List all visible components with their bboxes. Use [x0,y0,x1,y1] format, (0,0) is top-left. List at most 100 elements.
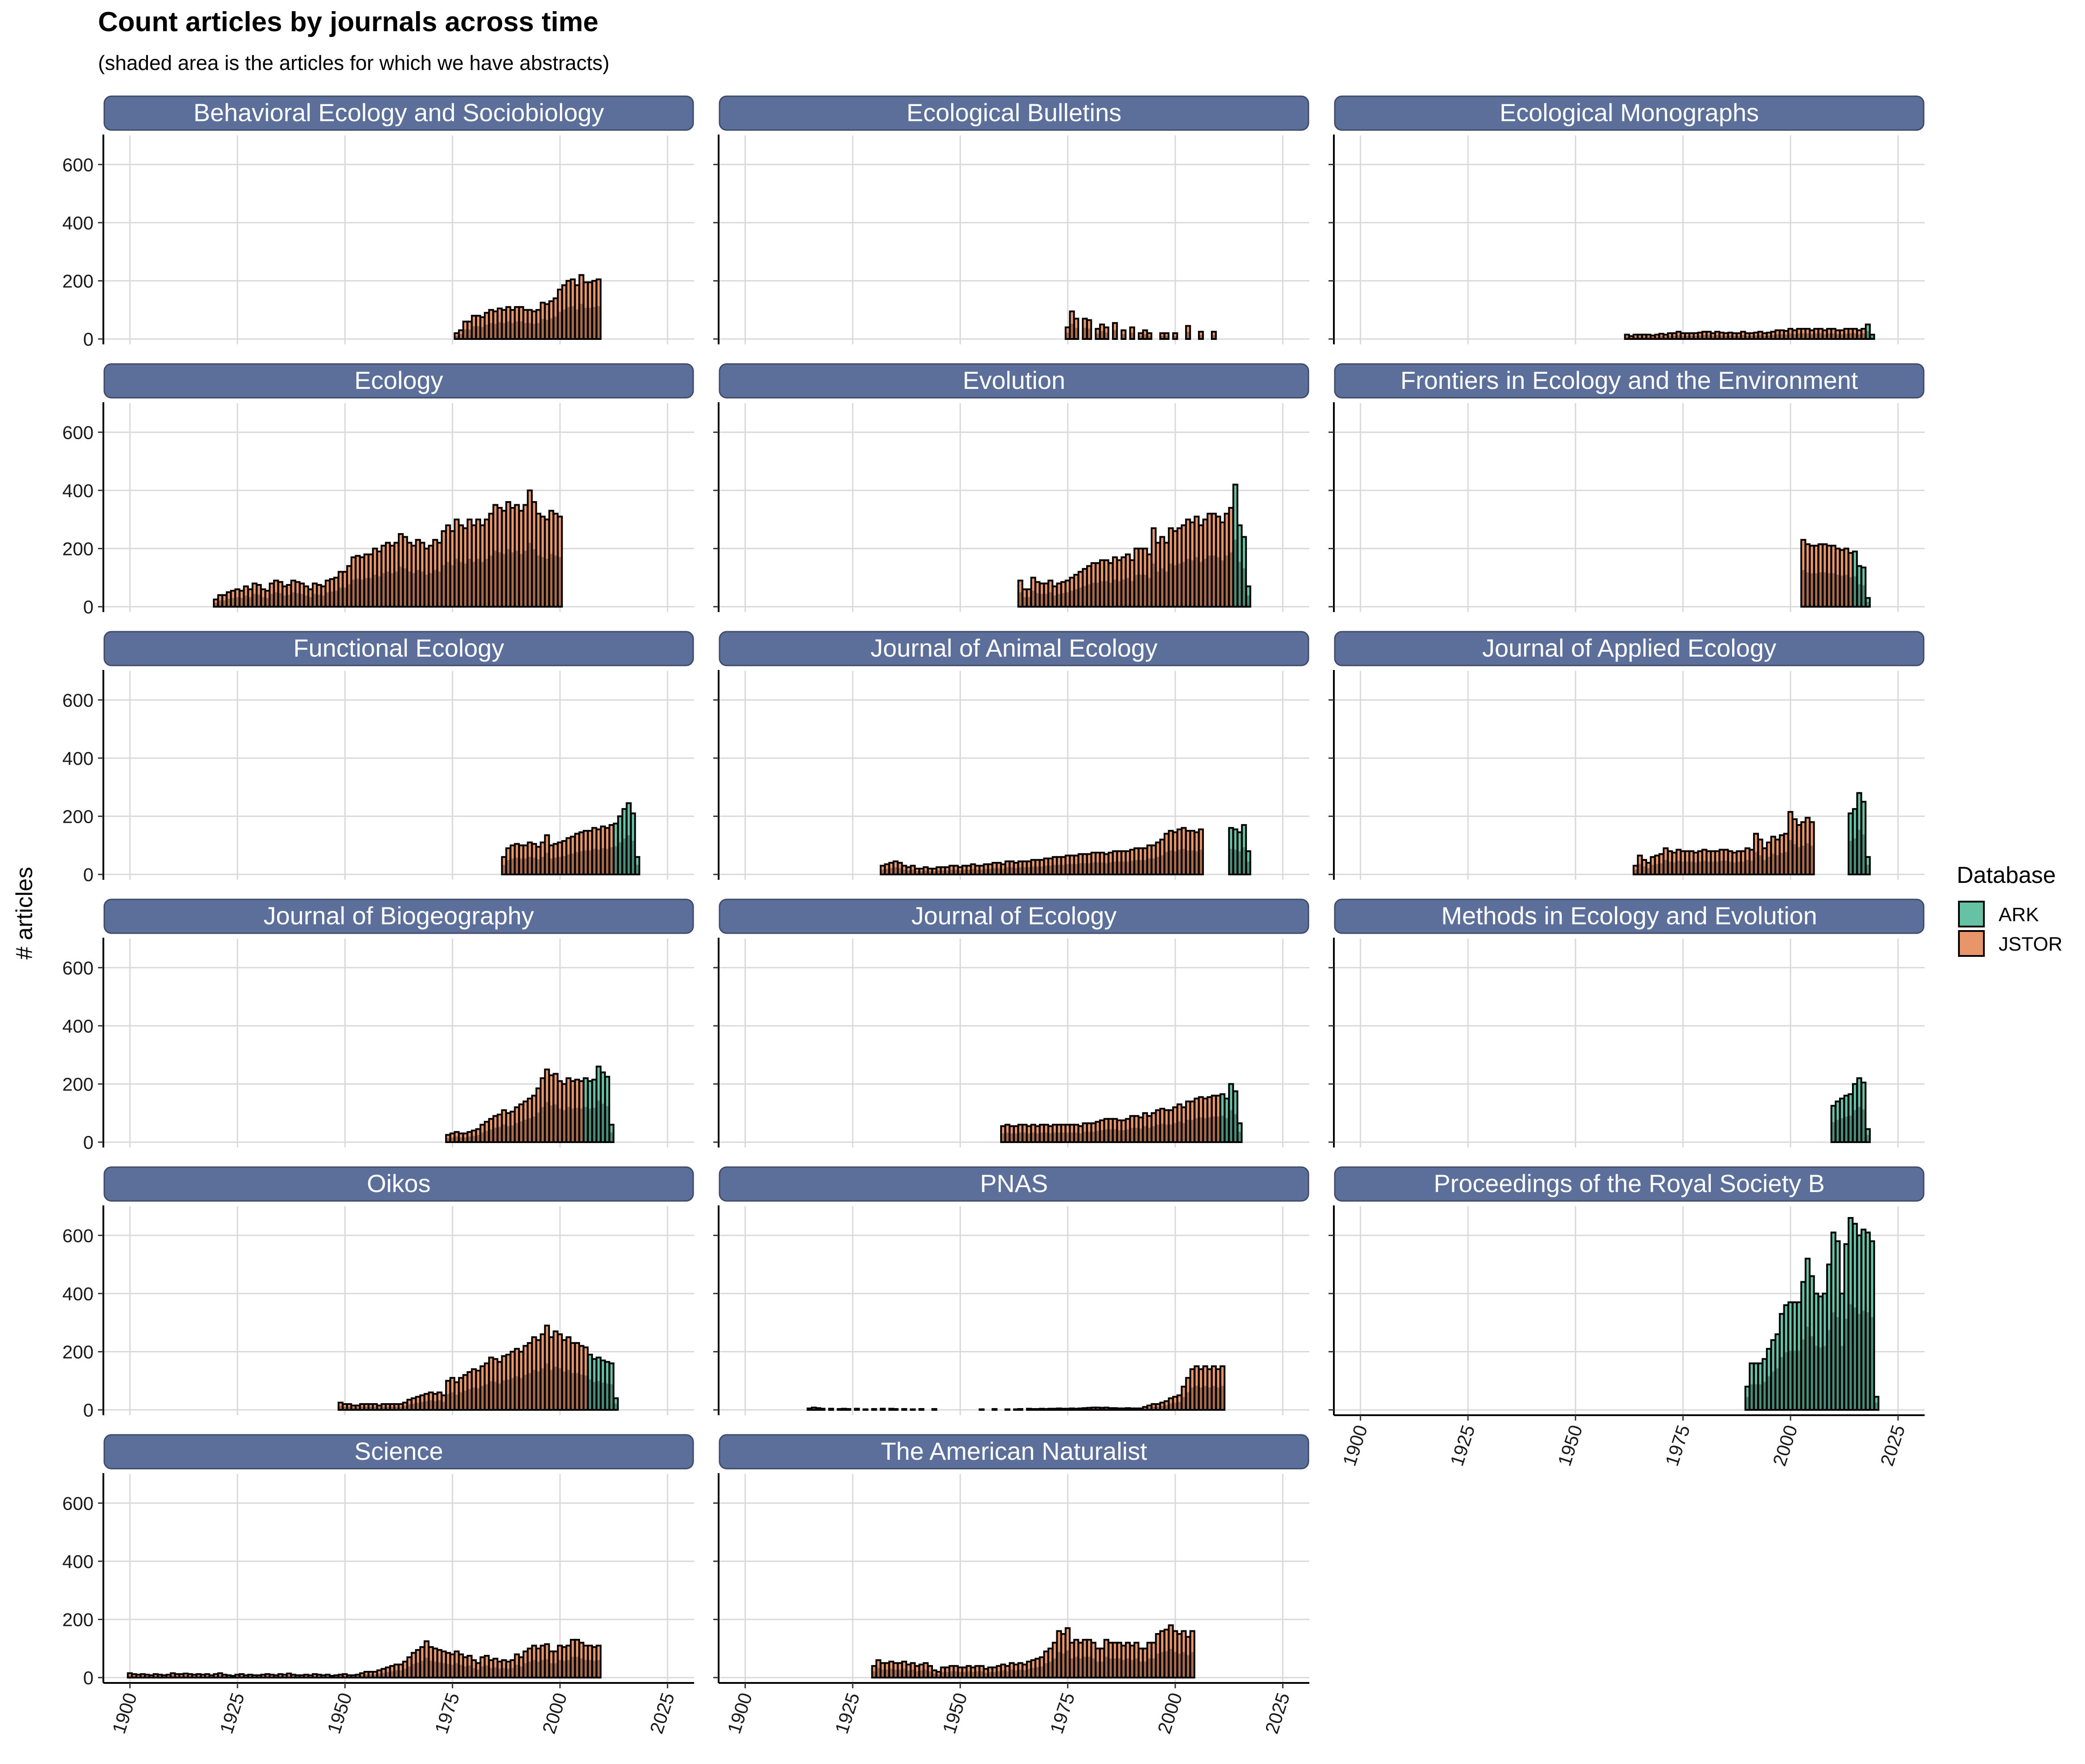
bar-abstract-share [1164,1651,1169,1678]
bar-abstract-share [575,309,579,339]
bar-abstract-share [635,865,640,874]
bar-abstract-share [1220,1115,1225,1142]
bar-abstract-share [1745,860,1750,874]
bar-abstract-share [1203,1118,1207,1142]
bar-abstract-share [1836,575,1840,607]
bar-abstract-share [1156,1654,1160,1678]
bar-abstract-share [1048,1409,1053,1410]
bar-abstract-share [1638,864,1642,874]
bar-abstract-share [338,587,343,607]
bar-abstract-share [1771,1371,1775,1410]
bar-abstract-share [558,557,562,607]
bar-abstract-share [1680,862,1685,874]
bar-abstract-share [1182,562,1186,607]
bar-abstract-share [842,1409,846,1410]
bar-abstract-share [1160,335,1165,339]
bar-abstract-share [1014,1670,1018,1678]
bar-abstract-share [278,593,282,607]
bar-abstract-share [519,554,523,607]
bar-abstract-share [158,1676,162,1678]
bar-abstract-share [597,1381,601,1410]
bar-abstract-share [966,1671,971,1678]
bar-abstract-share [411,1664,416,1678]
bar-abstract-share [1190,850,1194,874]
bar-abstract-share [1130,332,1134,339]
bar-abstract-share [1844,333,1848,339]
y-tick-label: 400 [62,1283,94,1304]
bar-abstract-share [613,1403,618,1410]
bar-abstract-share [399,1406,403,1410]
bar [1864,1128,1871,1143]
bar-abstract-share [571,1373,575,1410]
bar-abstract-share [136,1676,141,1678]
bar-abstract-share [442,1402,446,1410]
bar-abstract-share [1775,855,1780,874]
bar-abstract-share [1633,870,1638,874]
bar-abstract-share [407,1404,412,1410]
bar-abstract-share [1164,1124,1169,1142]
bar-abstract-share [1083,1131,1087,1142]
bar-abstract-share [566,1660,571,1678]
bar-abstract-share [502,1668,506,1678]
bar-abstract-share [489,323,493,339]
panel-evolution: Evolution [713,363,1309,612]
bar-abstract-share [1664,860,1668,874]
bar-abstract-share [132,1675,136,1678]
strip-ecology [103,363,694,399]
bar-abstract-share [1212,1116,1216,1142]
bar-abstract-share [1087,328,1092,339]
bar-abstract-share [291,1676,295,1678]
bar-abstract-share [403,1406,407,1410]
bar-abstract-share [1001,1670,1006,1678]
bar [871,1408,877,1411]
bar-abstract-share [1164,852,1169,874]
bar [1241,824,1247,875]
bar [1869,334,1875,340]
bar-abstract-share [291,592,295,607]
bar-abstract-share [1134,860,1139,874]
bar-abstract-share [1216,1116,1220,1142]
bar-abstract-share [235,597,240,607]
bar-abstract-share [571,1108,575,1142]
bar-abstract-share [1698,862,1702,874]
bar-abstract-share [1779,853,1784,874]
bar-abstract-share [1100,581,1104,607]
y-tick-label: 600 [62,422,94,443]
bar-abstract-share [1035,1409,1040,1410]
bar-abstract-share [1100,1130,1104,1142]
bar-abstract-share [476,1388,480,1410]
bar-abstract-share [467,1389,472,1410]
bar-abstract-share [1762,335,1767,339]
bar-abstract-share [1117,862,1121,874]
bar-abstract-share [1810,334,1814,339]
bar-abstract-share [485,559,489,607]
bar-abstract-share [1702,335,1707,339]
bar-abstract-share [562,1371,566,1410]
bar-abstract-share [1169,1649,1173,1678]
bar-abstract-share [480,327,485,339]
bar-abstract-share [502,554,506,607]
bar-abstract-share [1190,560,1194,607]
bar-abstract-share [966,870,971,874]
x-tick-label: 1925 [1446,1422,1479,1468]
strip-methods-in-ecology-and-evolution [1334,898,1925,934]
bar-abstract-share [407,572,412,607]
bar-abstract-share [902,1409,907,1410]
bar-abstract-share [1108,1129,1113,1142]
bar-abstract-share [1823,572,1827,607]
bar-abstract-share [1091,1409,1096,1410]
bar-abstract-share [1143,575,1147,607]
bar-abstract-share [605,1106,609,1142]
bar-abstract-share [1728,862,1733,874]
bar-abstract-share [1052,1132,1057,1142]
bar-abstract-share [1655,336,1660,339]
bar-abstract-share [1091,862,1096,874]
chart-subtitle: (shaded area is the articles for which w… [98,51,609,74]
bar-abstract-share [1117,1130,1121,1142]
bar-abstract-share [1035,1133,1040,1142]
bar-abstract-share [540,1660,545,1678]
bar-abstract-share [433,570,437,607]
bar-abstract-share [936,1674,941,1678]
bar-abstract-share [1014,1409,1018,1410]
bar-abstract-share [1199,562,1203,607]
